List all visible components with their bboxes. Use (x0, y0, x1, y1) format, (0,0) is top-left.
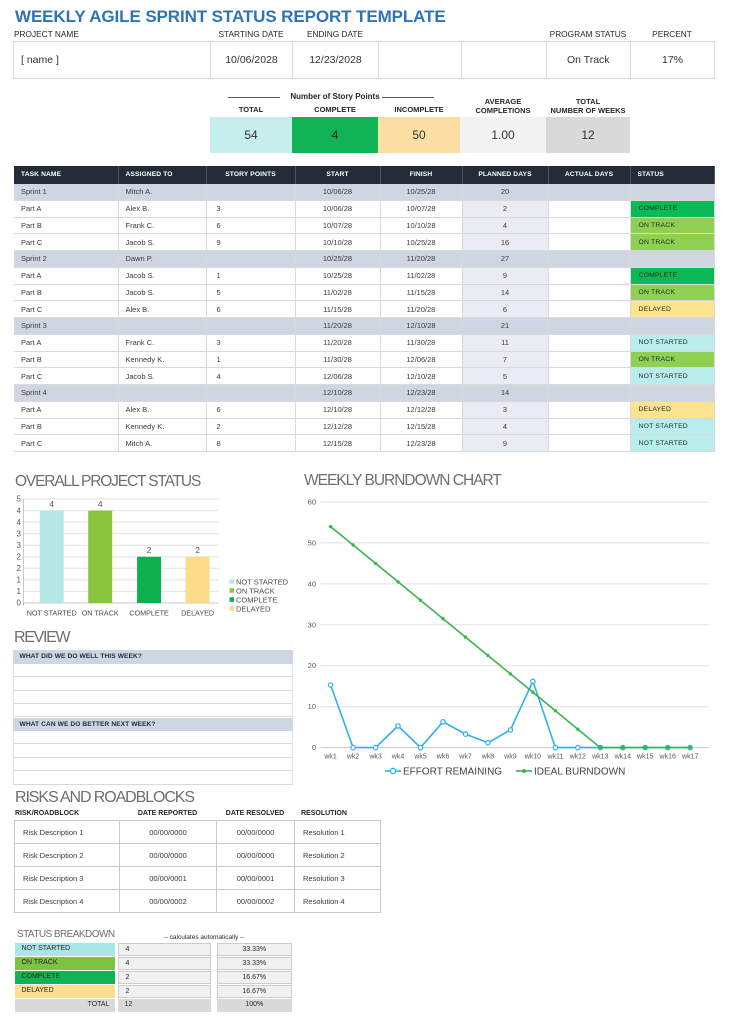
svg-text:ON TRACK: ON TRACK (236, 586, 275, 595)
svg-text:4: 4 (17, 506, 22, 515)
svg-text:40: 40 (308, 579, 316, 588)
svg-text:wk12: wk12 (569, 754, 586, 761)
svg-text:DELAYED: DELAYED (236, 605, 271, 614)
svg-text:4: 4 (98, 499, 103, 509)
svg-text:IDEAL BURNDOWN: IDEAL BURNDOWN (534, 767, 625, 778)
svg-text:50: 50 (308, 538, 316, 547)
svg-text:0: 0 (312, 743, 316, 752)
svg-text:3: 3 (17, 541, 22, 550)
svg-text:COMPLETE: COMPLETE (236, 596, 277, 605)
svg-text:NOT STARTED: NOT STARTED (236, 577, 289, 586)
svg-text:2: 2 (17, 564, 22, 573)
svg-text:4: 4 (49, 499, 54, 509)
svg-text:1: 1 (17, 576, 22, 585)
svg-text:0: 0 (17, 599, 22, 608)
svg-text:20: 20 (308, 661, 316, 670)
svg-text:ON TRACK: ON TRACK (82, 609, 119, 618)
svg-text:2: 2 (17, 553, 22, 562)
svg-text:wk1: wk1 (323, 754, 337, 761)
svg-text:wk3: wk3 (368, 754, 382, 761)
svg-text:2: 2 (195, 545, 200, 555)
svg-text:wk6: wk6 (436, 754, 450, 761)
svg-text:NOT STARTED: NOT STARTED (27, 609, 77, 618)
svg-text:wk11: wk11 (546, 754, 563, 761)
svg-text:10: 10 (308, 702, 316, 711)
svg-text:wk7: wk7 (458, 754, 472, 761)
svg-text:5: 5 (17, 495, 22, 504)
svg-text:wk17: wk17 (681, 754, 698, 761)
svg-text:wk14: wk14 (614, 754, 631, 761)
svg-text:wk13: wk13 (591, 754, 608, 761)
svg-text:3: 3 (17, 529, 22, 538)
svg-text:wk8: wk8 (481, 754, 495, 761)
svg-text:wk15: wk15 (636, 754, 653, 761)
svg-text:1: 1 (17, 587, 22, 596)
svg-text:wk10: wk10 (524, 754, 541, 761)
svg-text:4: 4 (17, 518, 22, 527)
svg-text:wk5: wk5 (413, 754, 427, 761)
svg-text:wk16: wk16 (659, 754, 676, 761)
svg-text:EFFORT REMAINING: EFFORT REMAINING (403, 767, 502, 778)
svg-text:2: 2 (147, 545, 152, 555)
svg-text:DELAYED: DELAYED (181, 609, 214, 618)
svg-text:COMPLETE: COMPLETE (129, 609, 169, 618)
svg-text:30: 30 (308, 620, 316, 629)
svg-text:wk9: wk9 (503, 754, 517, 761)
svg-text:60: 60 (308, 498, 316, 507)
svg-text:wk4: wk4 (391, 754, 405, 761)
svg-text:wk2: wk2 (346, 754, 360, 761)
